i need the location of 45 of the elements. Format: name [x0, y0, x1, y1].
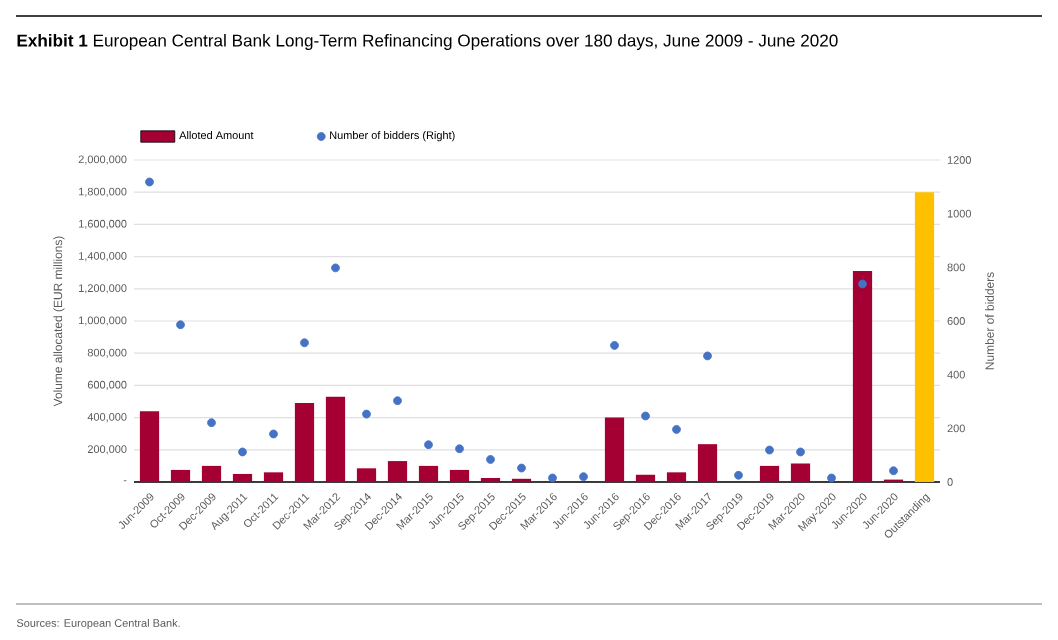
point [486, 455, 495, 464]
point [579, 472, 588, 482]
point [827, 473, 836, 483]
bar [604, 417, 625, 482]
point [269, 429, 278, 439]
point [393, 396, 402, 406]
point [424, 440, 433, 450]
point [238, 447, 247, 457]
point [858, 279, 867, 289]
bar [170, 469, 191, 482]
bar [139, 411, 160, 482]
bar [387, 461, 408, 482]
point [889, 466, 898, 476]
chart-title: Exhibit 1 European Central Bank Long-Term Refinancing Operations over 180 days, June 2009 - June 2020 [17, 34, 838, 50]
point [548, 473, 557, 483]
bar [294, 403, 315, 482]
bar [418, 465, 439, 482]
point [176, 320, 185, 330]
bar [666, 472, 687, 482]
point [703, 351, 712, 361]
point [610, 341, 619, 350]
point [455, 444, 464, 454]
bar [263, 472, 284, 482]
point [796, 447, 805, 457]
bar [852, 271, 873, 482]
point [734, 470, 743, 480]
point [765, 445, 774, 455]
bar [635, 474, 656, 482]
point [145, 177, 154, 187]
bar [232, 473, 253, 482]
bar [356, 468, 377, 482]
point [207, 418, 216, 428]
point [517, 463, 526, 473]
point [362, 409, 371, 419]
bar [790, 463, 811, 482]
point [672, 425, 681, 434]
bar [759, 465, 780, 482]
bar [325, 396, 346, 482]
point [300, 338, 309, 348]
point [641, 411, 650, 421]
point [331, 263, 340, 273]
bar [914, 192, 935, 482]
bar [697, 444, 718, 482]
bar [449, 469, 470, 482]
bar [201, 465, 222, 482]
